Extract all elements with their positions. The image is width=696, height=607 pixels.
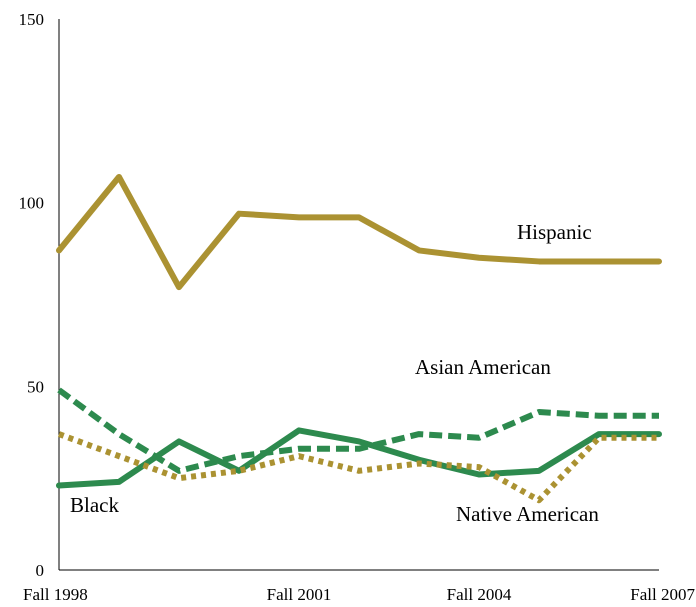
series-label-black: Black bbox=[70, 493, 119, 517]
y-tick-label: 150 bbox=[19, 10, 45, 29]
y-tick-labels: 0 50 100 150 bbox=[19, 10, 45, 580]
x-tick-label: Fall 2007 bbox=[630, 585, 695, 604]
x-tick-label: Fall 2001 bbox=[267, 585, 332, 604]
y-tick-label: 0 bbox=[36, 561, 45, 580]
y-tick-label: 50 bbox=[27, 377, 44, 396]
x-tick-labels: Fall 1998 Fall 2001 Fall 2004 Fall 2007 bbox=[23, 585, 695, 604]
series-line-native-american bbox=[57, 431, 659, 504]
series-label-hispanic: Hispanic bbox=[517, 220, 592, 244]
series-line-black bbox=[56, 427, 662, 489]
x-tick-label: Fall 2004 bbox=[447, 585, 512, 604]
series-label-native-american: Native American bbox=[456, 502, 599, 526]
x-tick-label: Fall 1998 bbox=[23, 585, 88, 604]
series-line-hispanic bbox=[56, 173, 662, 291]
axes bbox=[58, 19, 659, 571]
series-label-asian-american: Asian American bbox=[415, 355, 551, 379]
y-tick-label: 100 bbox=[19, 194, 45, 213]
series-lines bbox=[56, 173, 662, 504]
series-labels: Hispanic Asian American Black Native Ame… bbox=[70, 220, 599, 526]
series-line-asian-american bbox=[57, 387, 659, 474]
